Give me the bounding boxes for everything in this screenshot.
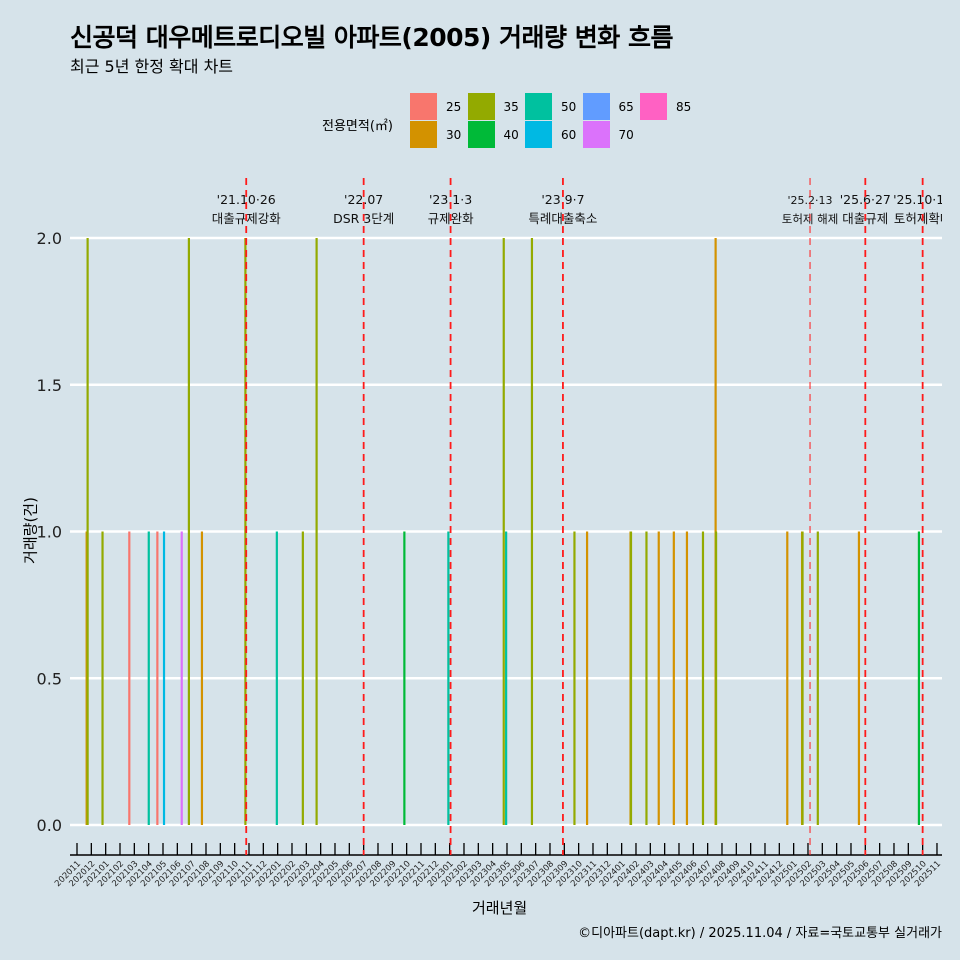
y-tick-label: 1.5 [37,376,62,395]
x-axis-label: 거래년월 [472,899,528,917]
legend-label: 30 [446,127,462,142]
event-date-label: '22.07 [344,192,383,207]
bar-25 [156,531,159,825]
legend-swatch [525,121,552,148]
bar-35 [301,531,304,825]
legend-label: 85 [676,99,692,114]
bar-40 [403,531,406,825]
bar-30 [672,531,675,825]
bar-50 [147,531,150,825]
bar-30 [200,531,204,825]
event-annotation: '25.10·15 토허제확대 [893,192,952,226]
event-label: 토허제확대 [894,211,952,226]
event-date-label: '23.1·3 [429,192,472,207]
legend-swatch [525,93,552,120]
y-tick-label: 2.0 [37,229,62,248]
y-tick-label: 0.5 [37,669,62,688]
bar-35 [187,238,190,825]
bar-50 [505,531,508,825]
legend-item-60: 60 [525,121,576,148]
chart-title: 신공덕 대우메트로디오빌 아파트(2005) 거래량 변화 흐름 [70,23,673,52]
bar-50 [447,531,450,825]
event-date-label: '25.6·27 [840,192,891,207]
bar-35 [502,238,505,825]
legend-item-70: 70 [582,121,634,148]
y-axis-label: 거래량(건) [21,497,40,564]
legend-label: 50 [561,99,577,114]
bar-35 [701,531,705,825]
legend-swatch [640,93,667,120]
bar-40 [917,531,921,825]
legend-item-30: 30 [410,121,461,148]
legend-swatch [582,121,610,148]
legend-swatch [582,93,610,120]
legend-item-25: 25 [410,93,461,120]
legend-label: 65 [618,99,634,114]
bar-70 [180,531,183,825]
bar-35 [315,238,318,825]
bar-30 [857,531,861,825]
bar-30 [786,531,789,825]
y-tick-label: 1.0 [37,523,62,542]
legend-label: 35 [503,99,519,114]
legend-label: 25 [446,99,462,114]
legend-item-85: 85 [640,93,691,120]
event-date-label: '25.10·15 [893,192,952,207]
bar-30 [657,531,660,825]
legend-label: 60 [561,127,577,142]
bar-35 [629,531,633,825]
legend-item-35: 35 [467,93,519,120]
bar-30 [685,531,689,825]
legend-label: 70 [618,127,634,142]
bar-50 [275,531,278,825]
chart-subtitle: 최근 5년 한정 확대 차트 [70,57,234,76]
bar-35 [801,531,804,825]
event-date-label: '25.2·13 [788,194,833,207]
bar-35 [101,531,104,825]
legend-swatch [467,93,495,120]
bar-35 [86,238,89,825]
legend-label: 40 [503,127,519,142]
bar-35 [573,531,576,825]
footer-credit: ©디아파트(dapt.kr) / 2025.11.04 / 자료=국토교통부 실… [578,926,942,941]
legend-title: 전용면적(㎡) [322,119,393,134]
bar-30 [585,531,589,825]
bar-35 [816,531,819,825]
legend-item-40: 40 [467,121,519,148]
bar-60 [162,531,166,825]
legend-item-50: 50 [525,93,576,120]
legend: 전용면적(㎡) 25 30 35 40 50 60 65 70 85 [322,93,722,153]
y-tick-label: 0.0 [37,816,62,835]
bar-25 [128,531,131,825]
legend-swatch [410,93,437,120]
legend-item-65: 65 [582,93,634,120]
event-date-label: '23.9·7 [541,192,584,207]
legend-swatch [410,121,437,148]
bar-35 [714,531,718,825]
legend-swatch [467,121,495,148]
bar-35 [530,238,534,825]
event-date-label: '21.10·26 [217,192,276,207]
bar-35 [645,531,648,825]
